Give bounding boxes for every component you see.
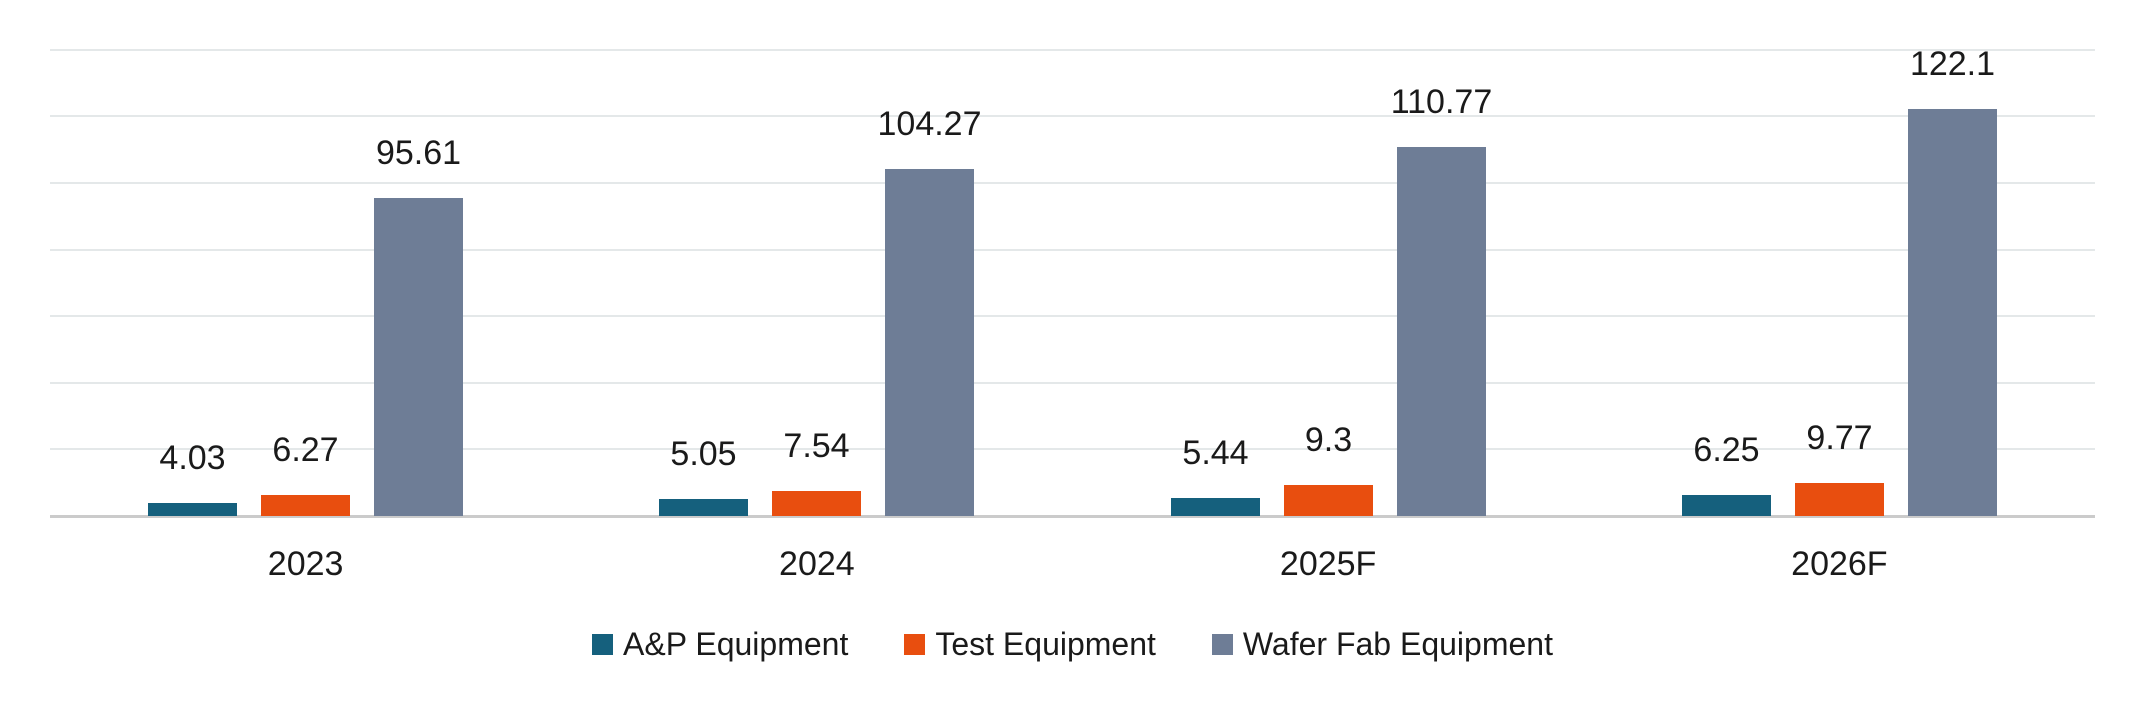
bar-2023-series1: [261, 495, 350, 516]
value-label: 4.03: [159, 439, 226, 477]
value-label: 9.3: [1304, 421, 1353, 459]
value-label: 6.27: [272, 431, 339, 469]
value-label: 5.05: [670, 435, 737, 473]
x-axis-label: 2024: [779, 545, 855, 583]
value-label: 104.27: [877, 105, 982, 143]
value-label: 6.25: [1693, 431, 1760, 469]
legend-label: Wafer Fab Equipment: [1242, 626, 1553, 662]
bar-2026F-series0: [1682, 495, 1771, 516]
gridline: [50, 448, 2095, 451]
legend-swatch-icon: [904, 633, 926, 655]
x-axis-label: 2023: [267, 545, 344, 583]
bar-2024-series0: [659, 499, 748, 516]
x-axis-label: 2026F: [1791, 545, 1888, 583]
bar-2026F-series1: [1795, 483, 1884, 516]
value-label: 110.77: [1390, 83, 1493, 121]
gridline: [50, 48, 2095, 51]
value-label: 122.1: [1909, 45, 1996, 83]
legend-swatch-icon: [592, 633, 614, 655]
bar-2026F-series2: [1908, 109, 1997, 516]
bar-2025F-series1: [1284, 485, 1373, 516]
gridline: [50, 182, 2095, 184]
legend-item-2: Wafer Fab Equipment: [1211, 624, 1553, 664]
legend-label: A&P Equipment: [623, 626, 849, 662]
value-label: 5.44: [1182, 434, 1249, 472]
bar-2024-series1: [772, 491, 861, 516]
value-label: 95.61: [375, 134, 462, 172]
legend-item-1: Test Equipment: [904, 624, 1156, 664]
bar-2023-series0: [148, 503, 237, 516]
bar-2025F-series0: [1171, 498, 1260, 516]
x-axis-line: [50, 515, 2095, 518]
legend-swatch-icon: [1211, 633, 1233, 655]
legend: A&P Equipment Test Equipment Wafer Fab Equ…: [0, 624, 2145, 664]
bar-2025F-series2: [1397, 147, 1486, 516]
gridline: [50, 315, 2095, 318]
x-axis-label: 2025F: [1279, 545, 1377, 583]
value-label: 9.77: [1806, 419, 1873, 457]
gridline: [50, 381, 2095, 384]
bar-2023-series2: [374, 198, 463, 516]
bar-2024-series2: [885, 169, 974, 516]
legend-item-0: A&P Equipment: [592, 624, 848, 664]
value-label: 7.54: [783, 427, 850, 465]
gridline: [50, 115, 2095, 118]
legend-label: Test Equipment: [935, 626, 1156, 662]
gridline: [50, 248, 2095, 251]
